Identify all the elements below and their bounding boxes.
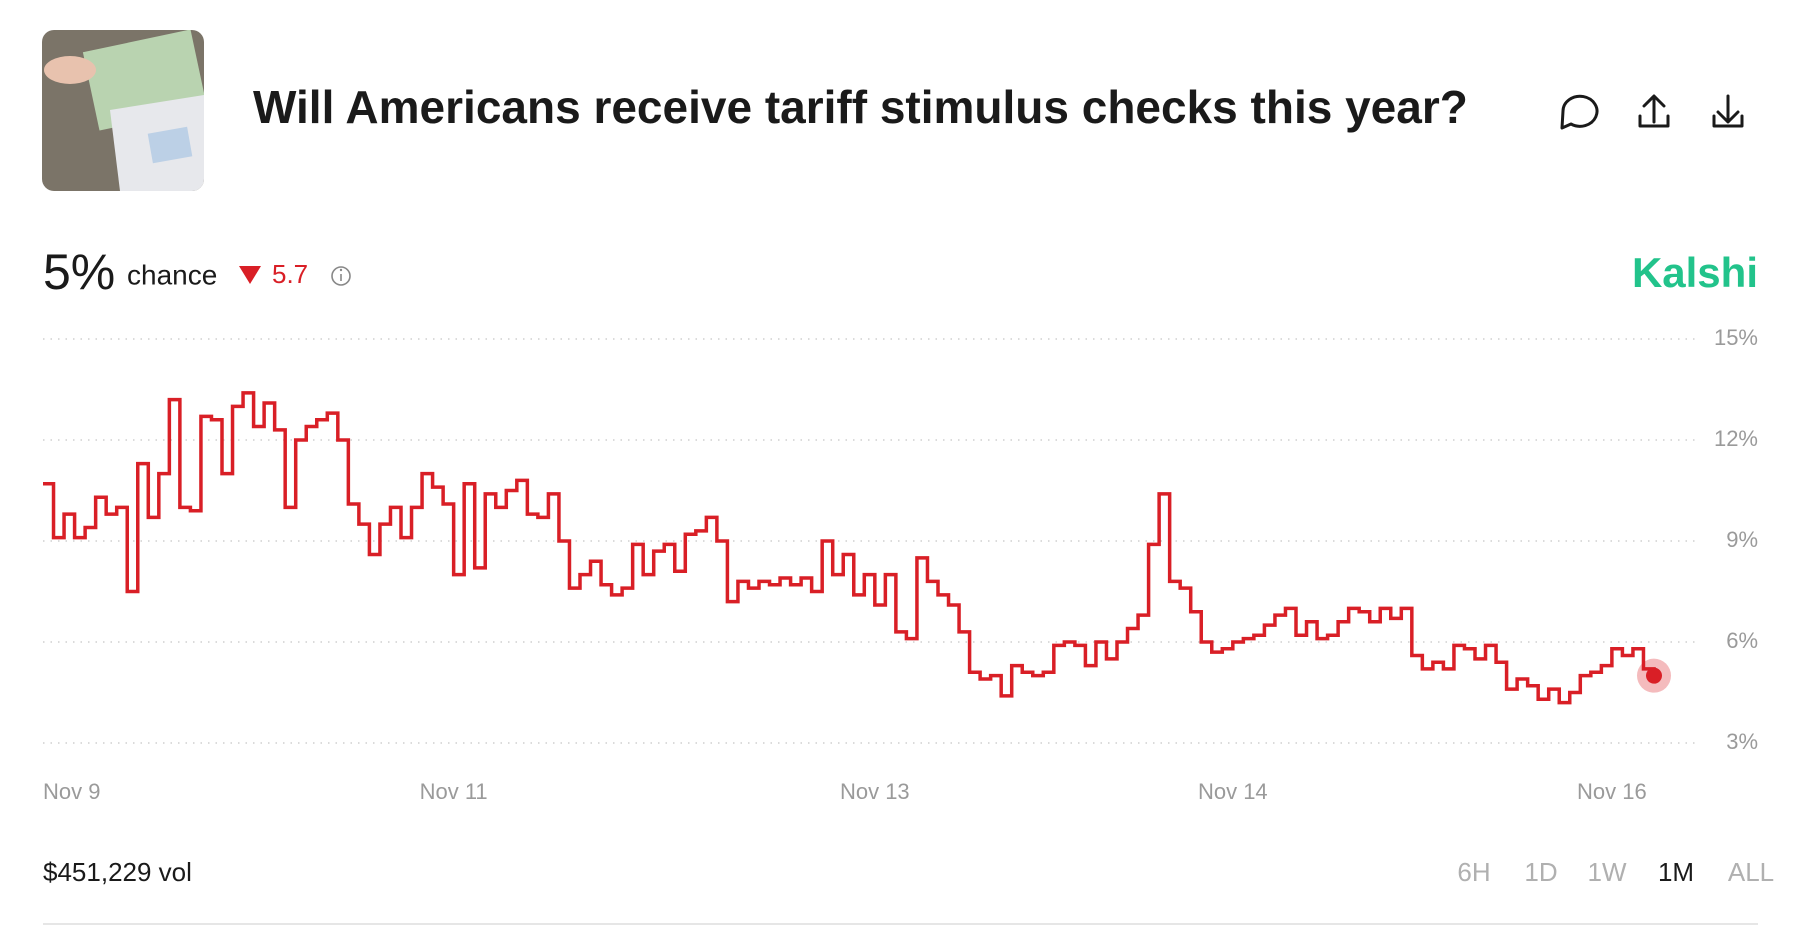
- x-tick-label: Nov 14: [1198, 779, 1268, 804]
- range-button[interactable]: 1W: [1588, 857, 1627, 887]
- chance-value: 5%: [43, 244, 115, 300]
- range-button[interactable]: 1D: [1524, 857, 1557, 887]
- x-tick-label: Nov 11: [420, 779, 488, 804]
- y-tick-label: 15%: [1714, 325, 1758, 350]
- current-point: [1646, 667, 1662, 684]
- range-button[interactable]: ALL: [1728, 857, 1774, 887]
- comment-icon[interactable]: [1560, 94, 1599, 130]
- y-tick-label: 6%: [1726, 628, 1758, 653]
- share-icon[interactable]: [1638, 94, 1670, 128]
- title: Will Americans receive tariff stimulus c…: [253, 81, 1468, 133]
- range-button[interactable]: 1M: [1658, 857, 1694, 887]
- range-button[interactable]: 6H: [1457, 857, 1490, 887]
- info-icon: [331, 266, 351, 286]
- brand: Kalshi: [1632, 249, 1758, 296]
- download-icon[interactable]: [1712, 94, 1744, 128]
- volume: $451,229 vol: [43, 857, 192, 887]
- y-tick-label: 12%: [1714, 426, 1758, 451]
- x-tick-label: Nov 9: [43, 779, 100, 804]
- x-tick-label: Nov 16: [1577, 779, 1647, 804]
- chance-label: chance: [127, 259, 217, 290]
- price-line: [43, 391, 1656, 705]
- y-tick-label: 9%: [1726, 527, 1758, 552]
- x-tick-label: Nov 13: [840, 779, 910, 804]
- down-arrow: [239, 266, 261, 284]
- y-tick-label: 3%: [1726, 729, 1758, 754]
- thumbnail: [42, 30, 204, 191]
- change-value: 5.7: [272, 259, 308, 289]
